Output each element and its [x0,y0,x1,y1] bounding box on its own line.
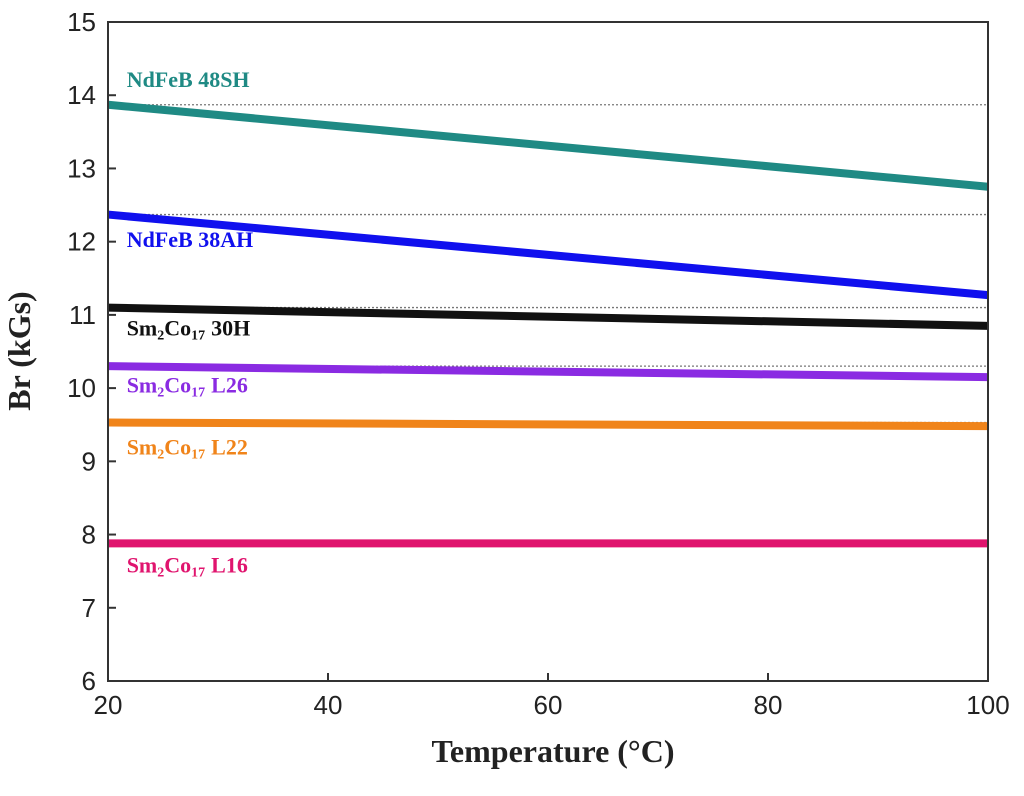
series-label-sm2co17-l22: Sm2Co17 L22 [127,435,248,463]
y-tick-label: 11 [69,300,96,330]
series-label-part: 2 [157,329,164,344]
series-line-sm2co17-l26 [107,362,989,382]
series-label-part: Co [164,553,191,578]
x-tick-label: 80 [754,690,783,720]
series-label-part: NdFeB 38AH [127,227,254,252]
x-tick-label: 20 [94,690,123,720]
y-tick-label: 7 [82,593,96,623]
y-tick-label: 9 [82,446,96,476]
y-tick-label: 12 [67,227,96,257]
series-label-part: 17 [191,448,205,463]
y-axis: 6 7 8 9 10 11 12 13 14 15 [67,7,116,696]
y-tick-label: 8 [82,520,96,550]
series-label-part: Co [164,435,191,460]
series-label-part: 2 [157,566,164,581]
series-label-part: L16 [211,553,248,578]
y-tick-label: 15 [67,7,96,37]
x-axis: 20 40 60 80 100 [94,673,1010,720]
series-label-part: 17 [191,566,205,581]
y-tick-label: 10 [67,373,96,403]
y-tick-label: 13 [67,153,96,183]
y-tick-label: 14 [67,80,96,110]
series-label-part: Sm [127,553,158,578]
series-line-sm2co17-30h [107,303,989,330]
series-label-part: 2 [157,386,164,401]
x-tick-label: 40 [314,690,343,720]
series-label-ndfeb-48sh: NdFeB 48SH [127,67,250,92]
series-label-sm2co17-30h: Sm2Co17 30H [127,315,251,343]
x-tick-label: 60 [534,690,563,720]
x-axis-title: Temperature (°C) [432,733,675,769]
y-tick-label: 6 [82,666,96,696]
series-label-part: Co [164,315,191,340]
series-label-part: 2 [157,448,164,463]
series-line-sm2co17-l22 [107,418,989,431]
series-line-ndfeb-38ah [107,210,989,300]
series-label-part: 30H [211,315,250,340]
series-line-ndfeb-48sh [107,100,989,191]
series-label-sm2co17-l16: Sm2Co17 L16 [127,553,248,581]
series-label-part: 17 [191,329,205,344]
series-label-part: 17 [191,386,205,401]
series-label-sm2co17-l26: Sm2Co17 L26 [127,373,248,401]
series-label-part: L26 [211,373,248,398]
series-label-ndfeb-38ah: NdFeB 38AH [127,227,254,252]
y-axis-title: Br (kGs) [1,291,37,410]
series-label-part: Co [164,373,191,398]
x-tick-label: 100 [966,690,1009,720]
series-label-part: Sm [127,315,158,340]
series-label-part: Sm [127,435,158,460]
series-label-part: L22 [211,435,248,460]
series-label-part: NdFeB 48SH [127,67,250,92]
series-lines [107,100,989,548]
series-label-part: Sm [127,373,158,398]
